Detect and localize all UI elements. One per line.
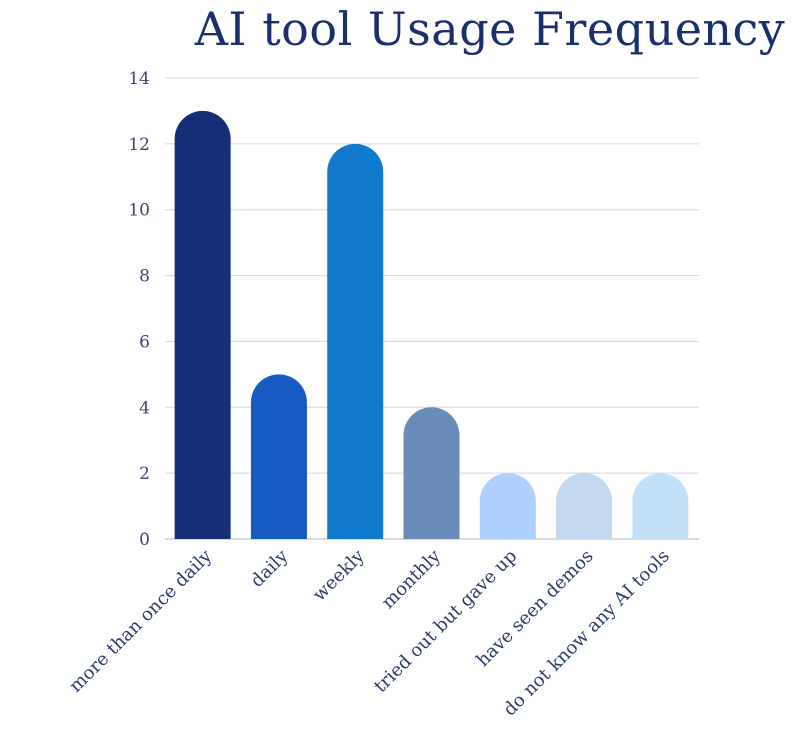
x-axis-labels: more than once daily daily weekly monthlytr… xyxy=(65,545,674,720)
bar xyxy=(327,143,384,539)
x-category-label: monthly xyxy=(378,545,446,613)
bar xyxy=(403,407,460,539)
y-axis-ticks: 0 2 4 6 8 10 12 14 xyxy=(128,69,150,550)
y-tick-label: 4 xyxy=(139,398,150,418)
y-tick-label: 14 xyxy=(128,69,150,89)
bar xyxy=(174,110,231,539)
x-category-label: more than once daily xyxy=(65,545,217,697)
x-category-label: tried out but gave up xyxy=(370,546,521,697)
y-tick-label: 10 xyxy=(128,201,150,221)
x-category-label: weekly xyxy=(309,545,369,605)
bar xyxy=(632,473,689,539)
chart-title: AI tool Usage Frequency xyxy=(194,2,786,56)
bar xyxy=(479,473,536,539)
y-tick-label: 8 xyxy=(139,267,150,287)
y-tick-label: 6 xyxy=(139,332,150,352)
y-tick-label: 2 xyxy=(139,464,150,484)
bars xyxy=(174,110,689,539)
y-tick-label: 0 xyxy=(139,530,150,550)
bar xyxy=(250,374,307,539)
y-tick-label: 12 xyxy=(128,135,150,155)
bar xyxy=(556,473,613,539)
x-category-label: daily xyxy=(247,545,294,592)
x-category-label: do not know any AI tools xyxy=(499,546,674,721)
